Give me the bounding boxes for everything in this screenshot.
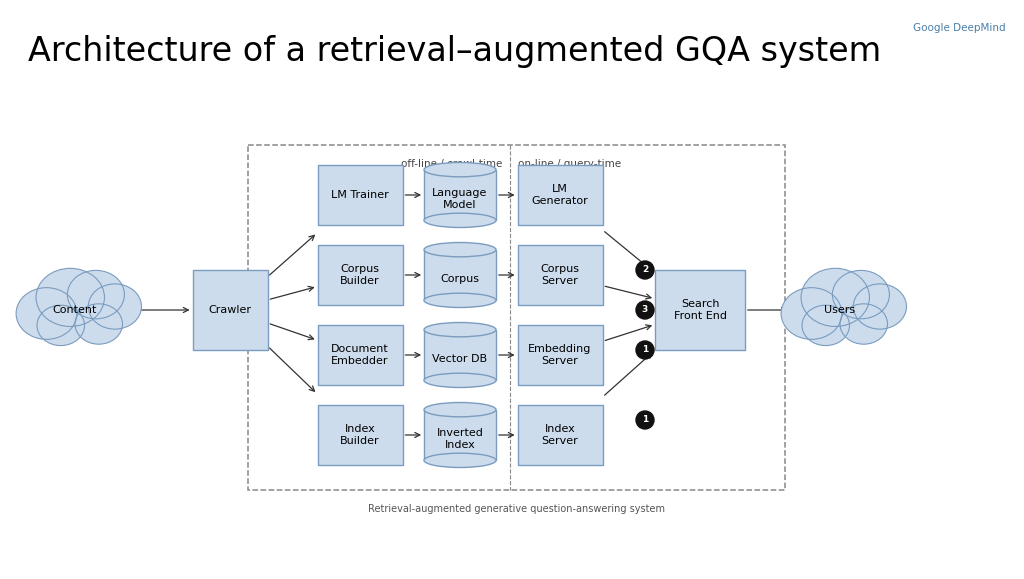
Text: Embedding
Server: Embedding Server <box>528 344 592 366</box>
Ellipse shape <box>840 304 888 344</box>
FancyBboxPatch shape <box>517 325 602 385</box>
FancyBboxPatch shape <box>317 245 402 305</box>
Polygon shape <box>424 410 496 460</box>
Ellipse shape <box>16 288 77 339</box>
Ellipse shape <box>424 213 496 228</box>
Text: LM Trainer: LM Trainer <box>331 190 389 200</box>
Text: Corpus: Corpus <box>440 274 479 284</box>
Ellipse shape <box>424 373 496 387</box>
Text: Search
Front End: Search Front End <box>674 299 726 321</box>
FancyBboxPatch shape <box>517 405 602 465</box>
Circle shape <box>636 411 654 429</box>
FancyBboxPatch shape <box>517 165 602 225</box>
Text: Users: Users <box>824 305 856 315</box>
FancyBboxPatch shape <box>655 270 745 350</box>
Text: Content: Content <box>53 305 97 315</box>
Ellipse shape <box>424 243 496 257</box>
Text: 3: 3 <box>642 306 648 314</box>
Text: Inverted
Index: Inverted Index <box>436 428 483 450</box>
Ellipse shape <box>424 402 496 417</box>
FancyBboxPatch shape <box>317 405 402 465</box>
Ellipse shape <box>801 268 869 327</box>
Text: Corpus
Builder: Corpus Builder <box>340 264 380 286</box>
Text: Google DeepMind: Google DeepMind <box>913 23 1006 33</box>
FancyBboxPatch shape <box>517 245 602 305</box>
Circle shape <box>636 301 654 319</box>
Polygon shape <box>424 250 496 301</box>
Text: Retrieval-augmented generative question-answering system: Retrieval-augmented generative question-… <box>368 504 665 514</box>
Text: Crawler: Crawler <box>209 305 252 315</box>
Text: Architecture of a retrieval–augmented GQA system: Architecture of a retrieval–augmented GQ… <box>28 35 882 68</box>
Text: LM
Generator: LM Generator <box>531 184 589 206</box>
Ellipse shape <box>424 293 496 307</box>
Text: Language
Model: Language Model <box>432 189 487 210</box>
Text: 2: 2 <box>642 266 648 274</box>
FancyBboxPatch shape <box>317 165 402 225</box>
Circle shape <box>636 341 654 359</box>
Ellipse shape <box>424 163 496 177</box>
Ellipse shape <box>37 305 85 346</box>
Ellipse shape <box>88 284 141 329</box>
Ellipse shape <box>802 305 850 346</box>
Ellipse shape <box>424 453 496 467</box>
Text: Corpus
Server: Corpus Server <box>541 264 580 286</box>
Ellipse shape <box>36 268 104 327</box>
Text: Index
Builder: Index Builder <box>340 424 380 446</box>
Text: Document
Embedder: Document Embedder <box>331 344 389 366</box>
Ellipse shape <box>833 270 890 319</box>
Text: Vector DB: Vector DB <box>432 354 487 364</box>
Ellipse shape <box>68 270 124 319</box>
Text: Index
Server: Index Server <box>542 424 579 446</box>
Text: 1: 1 <box>642 416 648 424</box>
FancyBboxPatch shape <box>193 270 267 350</box>
Text: on-line / query-time: on-line / query-time <box>518 159 622 169</box>
Text: 1: 1 <box>642 346 648 354</box>
Ellipse shape <box>781 288 842 339</box>
Ellipse shape <box>853 284 906 329</box>
Circle shape <box>636 261 654 279</box>
Text: off-line / crawl-time: off-line / crawl-time <box>400 159 502 169</box>
Ellipse shape <box>424 323 496 337</box>
Polygon shape <box>424 329 496 380</box>
Polygon shape <box>424 170 496 221</box>
Ellipse shape <box>75 304 123 344</box>
FancyBboxPatch shape <box>317 325 402 385</box>
